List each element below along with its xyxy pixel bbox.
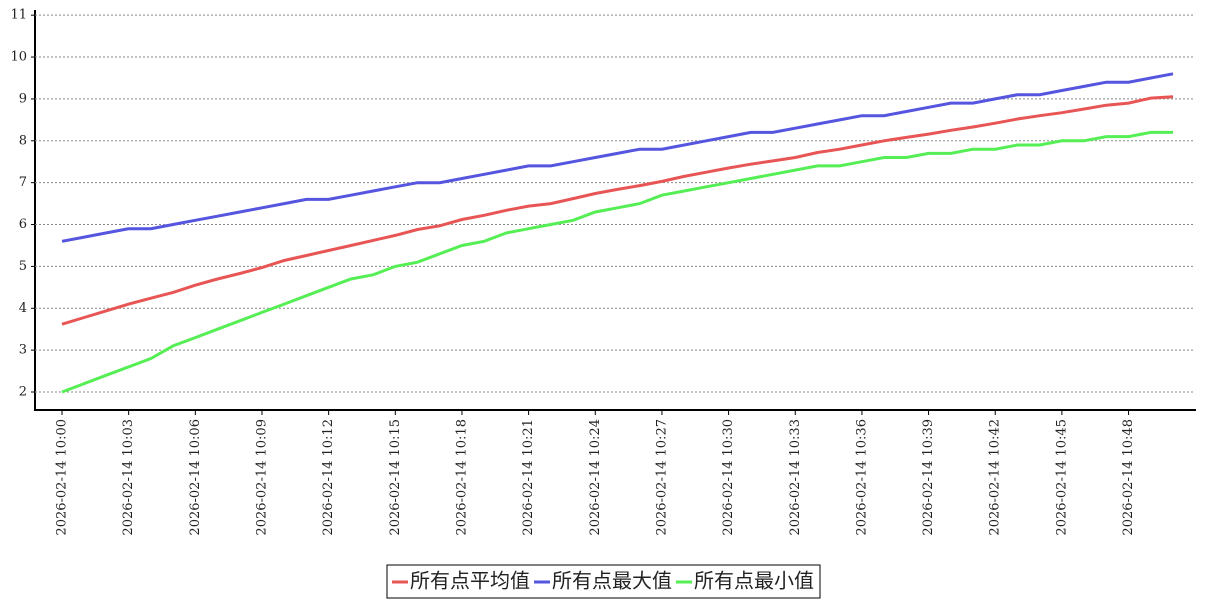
x-tick-label: 2026-02-14 10:09 <box>254 419 269 536</box>
legend-label: 所有点最小值 <box>694 569 814 593</box>
y-tick-label: 10 <box>10 50 27 65</box>
x-tick-label: 2026-02-14 10:21 <box>521 419 536 536</box>
y-tick-label: 7 <box>19 175 27 190</box>
legend-box <box>386 564 821 599</box>
y-tick-label: 5 <box>19 259 27 274</box>
x-tick-label: 2026-02-14 10:00 <box>55 419 70 536</box>
x-tick-label: 2026-02-14 10:42 <box>988 419 1003 536</box>
y-tick-label: 11 <box>10 8 27 23</box>
y-tick-label: 6 <box>19 217 27 232</box>
y-tick-label: 8 <box>19 133 27 148</box>
legend-label: 所有点最大值 <box>552 569 672 593</box>
y-tick-label: 3 <box>19 343 27 358</box>
x-tick-label: 2026-02-14 10:48 <box>1121 419 1136 536</box>
x-tick-label: 2026-02-14 10:33 <box>788 419 803 536</box>
x-tick-label: 2026-02-14 10:27 <box>654 419 669 536</box>
x-tick-label: 2026-02-14 10:03 <box>121 419 136 536</box>
x-tick-label: 2026-02-14 10:18 <box>454 419 469 536</box>
x-tick-label: 2026-02-14 10:12 <box>321 419 336 536</box>
x-tick-label: 2026-02-14 10:45 <box>1054 419 1069 536</box>
series-line <box>61 130 1173 394</box>
x-tick-label: 2026-02-14 10:30 <box>721 419 736 536</box>
legend: 所有点平均值 所有点最大值 所有点最小值 <box>386 564 821 599</box>
series-line <box>61 72 1174 243</box>
x-tick-label: 2026-02-14 10:06 <box>188 419 203 536</box>
x-tick-label: 2026-02-14 10:36 <box>854 419 869 536</box>
x-tick-label: 2026-02-14 10:39 <box>921 419 936 536</box>
series-line <box>61 95 1174 326</box>
legend-label: 所有点平均值 <box>410 569 530 593</box>
x-tick-label: 2026-02-14 10:24 <box>588 419 603 536</box>
y-tick-label: 2 <box>19 384 27 399</box>
x-tick-label: 2026-02-14 10:15 <box>388 419 403 536</box>
y-tick-label: 9 <box>19 91 27 106</box>
y-tick-label: 4 <box>19 301 27 316</box>
